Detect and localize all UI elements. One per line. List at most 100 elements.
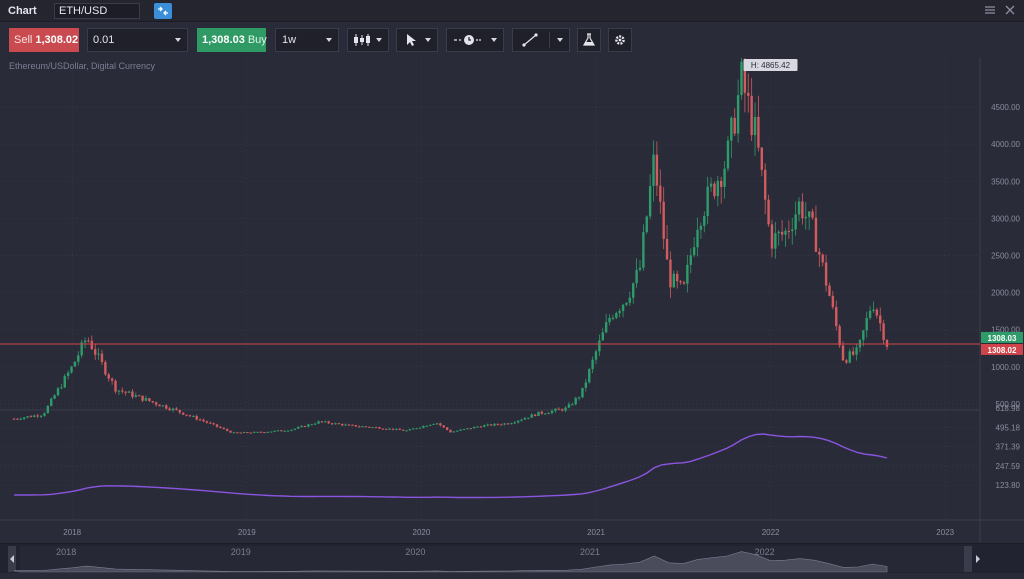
cursor-button[interactable]: [396, 28, 438, 52]
candle-body: [212, 423, 215, 425]
candle-body: [719, 180, 723, 187]
year-label: 2023: [936, 528, 954, 537]
chart-type-button[interactable]: [347, 28, 389, 52]
candle-body: [780, 231, 784, 235]
price-tick-label: 1500.00: [991, 326, 1020, 335]
year-label: 2018: [63, 528, 81, 537]
candle-body: [330, 423, 334, 425]
settings-button[interactable]: [608, 28, 632, 52]
chart-description: Ethereum/USDollar, Digital Currency: [9, 61, 156, 71]
candle-body: [459, 429, 462, 431]
sell-price: 1,308.02: [35, 34, 79, 46]
candle-body: [412, 428, 415, 430]
drawing-tools-button[interactable]: [512, 28, 570, 52]
candle-body: [175, 408, 178, 410]
menu-icon[interactable]: [984, 4, 996, 16]
candle-body: [845, 360, 848, 363]
candle-body: [882, 323, 885, 341]
candle-body: [337, 423, 341, 425]
buy-button[interactable]: 1,308.03 Buy: [197, 28, 267, 52]
candle-body: [767, 199, 770, 225]
candle-body: [401, 429, 405, 431]
candle-body: [736, 95, 740, 134]
quantity-select[interactable]: 0.01: [87, 28, 188, 52]
candle-body: [750, 95, 753, 136]
candle-body: [821, 254, 824, 263]
candle-body: [665, 238, 669, 260]
candle-body: [791, 229, 794, 232]
candle-body: [831, 295, 835, 308]
candle-body: [469, 428, 473, 430]
candle-body: [236, 432, 239, 434]
candle-body: [604, 322, 608, 333]
candle-body: [310, 424, 313, 426]
candle-body: [493, 423, 496, 426]
navigator-year-label: 2022: [755, 547, 775, 557]
candle-body: [39, 415, 43, 417]
time-range-button[interactable]: [446, 28, 504, 52]
candle-body: [523, 418, 527, 420]
navigator-area: [13, 551, 888, 573]
volume-tick-label: 371.39: [996, 443, 1021, 452]
candle-body: [46, 405, 50, 414]
candle-body: [456, 430, 459, 432]
candle-body: [679, 281, 682, 283]
candle-body: [320, 421, 324, 423]
candle-body: [83, 340, 87, 343]
ask-price-tag: 1308.03: [988, 334, 1017, 343]
candle-body: [865, 317, 868, 331]
price-chart[interactable]: 4500.00 4000.00 3500.00 3000.00 2500.00 2000.…: [0, 58, 1024, 573]
candle-body: [520, 419, 523, 421]
candle-body: [192, 416, 195, 418]
high-tag-bg: [743, 59, 798, 71]
candle-body: [862, 330, 865, 340]
candle-body: [36, 415, 39, 417]
close-icon[interactable]: [1004, 4, 1016, 16]
candle-body: [405, 430, 408, 432]
candle-body: [357, 426, 361, 428]
candle-body: [621, 304, 625, 311]
candle-body: [33, 415, 36, 417]
candle-body: [66, 372, 70, 377]
chevron-right-icon: [976, 555, 980, 563]
candle-body: [185, 414, 188, 416]
candle-body: [263, 432, 266, 434]
candle-body: [723, 168, 726, 187]
candle-body: [364, 426, 368, 428]
candle-body: [554, 408, 557, 411]
candle-body: [510, 423, 513, 425]
navigator[interactable]: 201720182019202020212022: [0, 543, 1024, 573]
sell-button[interactable]: Sell 1,308.02: [9, 28, 79, 52]
candle-body: [256, 431, 259, 433]
volume-tick-label: 247.59: [996, 462, 1021, 471]
candle-body: [784, 230, 787, 235]
link-symbol-button[interactable]: [154, 2, 172, 19]
candle-body: [560, 409, 564, 411]
candle-body: [533, 414, 537, 416]
candle-body: [692, 247, 696, 256]
candle-body: [351, 424, 354, 426]
candle-body: [841, 345, 845, 361]
candle-body: [209, 422, 212, 424]
ask-price-tag-bg: [981, 331, 1023, 343]
price-tick-label: 4000.00: [991, 140, 1020, 149]
bid-price-tag-bg: [981, 343, 1023, 355]
candle-body: [848, 351, 851, 363]
chevron-down-icon: [175, 38, 181, 42]
candle-body: [94, 349, 97, 355]
candle-body: [794, 214, 797, 230]
candle-body: [807, 211, 811, 217]
candle-body: [838, 326, 841, 346]
symbol-input[interactable]: ETH/USD: [54, 2, 140, 19]
candle-body: [60, 387, 63, 389]
year-label: 2021: [587, 528, 605, 537]
buy-price: 1,308.03: [202, 34, 245, 46]
candle-body: [354, 424, 357, 427]
candle-body: [747, 92, 750, 96]
candle-body: [571, 404, 574, 406]
candle-body: [368, 426, 371, 428]
candle-body: [872, 309, 875, 311]
interval-select[interactable]: 1w: [275, 28, 339, 52]
indicators-button[interactable]: [577, 28, 601, 52]
candle-body: [303, 425, 307, 427]
